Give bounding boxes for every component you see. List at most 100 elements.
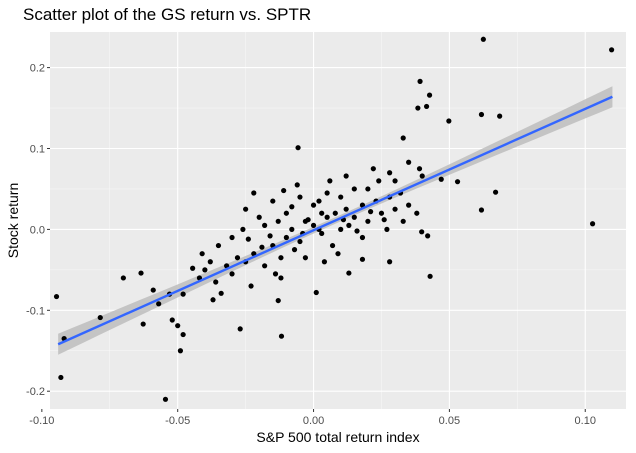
data-point — [196, 275, 203, 281]
data-point — [359, 202, 366, 208]
data-point — [262, 263, 268, 269]
data-point — [156, 301, 162, 307]
data-point — [310, 202, 317, 208]
y-tick-label: -0.2 — [26, 386, 45, 398]
data-point — [423, 103, 430, 110]
data-point — [291, 247, 298, 253]
data-point — [324, 214, 330, 220]
fit-line-group — [57, 95, 613, 346]
data-point — [446, 118, 452, 124]
data-point — [215, 242, 222, 249]
data-point — [289, 226, 295, 232]
data-point — [414, 210, 420, 216]
data-point — [150, 287, 156, 293]
x-tick-label: -0.10 — [29, 415, 54, 427]
data-point — [384, 226, 390, 232]
data-point — [251, 190, 257, 196]
y-tick-label: 0.0 — [30, 224, 45, 236]
data-point — [240, 226, 246, 232]
data-point — [378, 210, 385, 216]
data-point — [321, 259, 328, 265]
y-tick-label: 0.1 — [30, 143, 45, 155]
data-point — [329, 242, 336, 249]
data-point — [406, 159, 412, 165]
x-axis-ticks: -0.10 -0.05 0.00 0.05 0.10 — [29, 409, 596, 427]
data-point — [492, 189, 499, 195]
data-point — [310, 222, 317, 228]
data-point — [267, 233, 273, 239]
data-point — [387, 259, 393, 265]
data-point — [316, 198, 322, 204]
data-point — [251, 251, 257, 257]
data-point — [327, 178, 333, 184]
data-point — [365, 218, 371, 224]
regression-line — [57, 95, 613, 346]
data-point — [53, 293, 60, 300]
x-tick-label: 0.05 — [439, 415, 460, 427]
data-point — [120, 275, 126, 281]
y-axis-title: Stock return — [5, 183, 21, 258]
data-point — [207, 259, 213, 265]
data-point — [234, 255, 241, 261]
data-point — [210, 297, 216, 303]
y-tick-label: -0.1 — [26, 305, 45, 317]
data-point — [275, 218, 281, 224]
data-points — [53, 36, 615, 402]
x-tick-label: 0.00 — [303, 415, 324, 427]
data-point — [392, 178, 398, 184]
data-point — [392, 206, 398, 212]
data-point — [259, 244, 265, 250]
data-point — [283, 210, 289, 216]
data-point — [415, 105, 421, 111]
data-point — [589, 221, 596, 227]
data-point — [162, 396, 169, 402]
data-point — [297, 238, 303, 245]
data-point — [343, 206, 349, 212]
data-point — [359, 234, 366, 241]
data-point — [199, 251, 205, 257]
data-point — [272, 271, 279, 277]
data-point — [351, 214, 357, 220]
data-point — [370, 166, 376, 172]
y-tick-label: 0.2 — [30, 63, 45, 75]
data-point — [180, 331, 186, 338]
data-point — [243, 206, 249, 212]
data-point — [419, 173, 425, 179]
y-axis-ticks: -0.2 -0.1 0.0 0.1 0.2 — [26, 63, 50, 398]
data-point — [338, 226, 344, 232]
data-point — [302, 255, 308, 261]
data-point — [229, 271, 235, 277]
data-point — [497, 113, 503, 119]
data-point — [289, 204, 295, 210]
data-point — [387, 170, 393, 176]
data-point — [368, 209, 374, 215]
data-point — [346, 222, 352, 228]
data-point — [218, 290, 224, 296]
data-point — [480, 36, 486, 42]
data-point — [237, 326, 243, 332]
data-point — [58, 374, 64, 381]
data-point — [359, 256, 366, 262]
data-point — [381, 217, 387, 223]
data-point — [278, 255, 284, 261]
x-axis-title: S&P 500 total return index — [256, 429, 419, 445]
minor-gridlines — [50, 32, 626, 409]
data-point — [400, 218, 406, 224]
data-point — [426, 92, 433, 98]
data-point — [278, 275, 284, 281]
data-point — [454, 179, 461, 185]
data-point — [169, 317, 175, 323]
data-point — [425, 233, 431, 239]
data-point — [278, 333, 285, 339]
data-point — [417, 78, 423, 84]
data-point — [319, 210, 325, 216]
data-point — [295, 145, 301, 151]
data-point — [609, 47, 615, 53]
data-point — [283, 234, 289, 241]
data-point — [177, 348, 184, 354]
data-point — [140, 321, 146, 327]
data-point — [305, 217, 311, 223]
x-tick-label: -0.05 — [165, 415, 190, 427]
data-point — [224, 263, 230, 269]
